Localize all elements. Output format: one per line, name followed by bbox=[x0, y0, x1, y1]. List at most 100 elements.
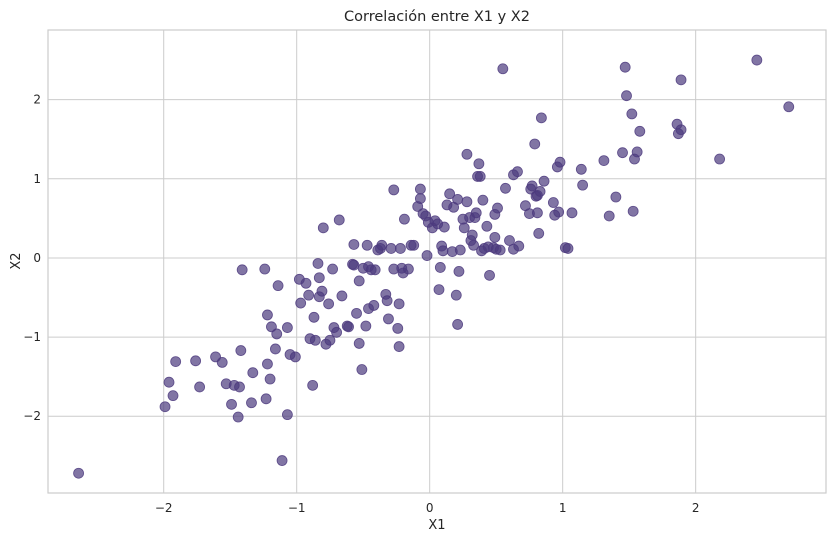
scatter-point bbox=[270, 343, 281, 355]
scatter-point bbox=[281, 322, 293, 333]
scatter-point bbox=[453, 265, 465, 277]
scatter-point bbox=[289, 351, 301, 363]
scatter-point bbox=[163, 376, 175, 388]
scatter-point bbox=[444, 188, 456, 200]
scatter-point bbox=[513, 240, 525, 252]
scatter-point bbox=[454, 244, 466, 256]
scatter-point bbox=[316, 285, 328, 297]
scatter-point bbox=[421, 250, 433, 261]
scatter-point bbox=[468, 239, 479, 251]
scatter-point bbox=[466, 229, 478, 241]
x-tick-label: −1 bbox=[288, 501, 306, 515]
scatter-point bbox=[603, 210, 615, 222]
scatter-point bbox=[547, 197, 559, 208]
scatter-point bbox=[73, 467, 84, 479]
scatter-point bbox=[360, 320, 372, 332]
scatter-point bbox=[598, 155, 610, 166]
x-tick-label: 2 bbox=[692, 501, 700, 515]
plot-frame bbox=[47, 29, 827, 494]
scatter-point bbox=[281, 409, 293, 421]
scatter-point bbox=[535, 112, 547, 124]
scatter-point bbox=[271, 328, 283, 340]
scatter-point bbox=[452, 319, 464, 330]
scatter-point bbox=[504, 235, 515, 246]
y-tick-label: 0 bbox=[33, 251, 41, 265]
scatter-point bbox=[262, 358, 273, 370]
scatter-point bbox=[751, 54, 763, 66]
scatter-point bbox=[190, 355, 202, 367]
scatter-point bbox=[383, 313, 394, 325]
scatter-point bbox=[414, 193, 426, 204]
scatter-point bbox=[617, 147, 628, 159]
scatter-point bbox=[159, 401, 171, 413]
scatter-point bbox=[566, 207, 578, 219]
scatter-point bbox=[395, 243, 406, 254]
y-axis-label: X2 bbox=[9, 252, 24, 269]
scatter-point bbox=[474, 171, 486, 182]
scatter-point bbox=[393, 298, 405, 310]
scatter-point bbox=[351, 307, 362, 319]
scatter-point bbox=[260, 393, 272, 405]
scatter-point bbox=[307, 379, 319, 391]
scatter-point bbox=[234, 381, 245, 393]
scatter-point bbox=[554, 156, 566, 168]
scatter-point bbox=[194, 381, 206, 393]
chart-title: Correlación entre X1 y X2 bbox=[344, 9, 530, 25]
scatter-point bbox=[356, 364, 368, 375]
scatter-point bbox=[353, 275, 365, 287]
scatter-point bbox=[408, 239, 420, 251]
scatter-point bbox=[438, 221, 450, 233]
scatter-point bbox=[634, 125, 646, 137]
scatter-point bbox=[368, 300, 380, 311]
scatter-point bbox=[264, 373, 276, 385]
scatter-point bbox=[477, 194, 489, 206]
scatter-point bbox=[216, 357, 228, 368]
scatter-point bbox=[494, 244, 506, 256]
y-tick-label: −1 bbox=[23, 330, 41, 344]
scatter-point bbox=[247, 367, 259, 379]
scatter-points bbox=[73, 54, 795, 479]
scatter-point bbox=[473, 158, 485, 170]
scatter-point bbox=[323, 298, 335, 310]
scatter-point bbox=[226, 398, 237, 410]
scatter-point bbox=[577, 179, 589, 191]
scatter-point bbox=[272, 280, 284, 292]
scatter-point bbox=[259, 263, 271, 275]
scatter-point bbox=[433, 284, 445, 295]
scatter-point bbox=[276, 455, 288, 466]
scatter-point bbox=[403, 263, 414, 275]
scatter-point bbox=[353, 338, 365, 349]
scatter-point bbox=[361, 239, 373, 251]
scatter-point bbox=[333, 214, 345, 226]
x-axis-label: X1 bbox=[428, 518, 445, 533]
scatter-point bbox=[246, 397, 257, 409]
scatter-point bbox=[452, 193, 464, 205]
scatter-point bbox=[343, 321, 354, 333]
scatter-point bbox=[500, 182, 511, 194]
scatter-point bbox=[714, 153, 726, 165]
scatter-point bbox=[266, 321, 277, 333]
scatter-point bbox=[675, 74, 687, 86]
scatter-point bbox=[399, 213, 410, 225]
scatter-point bbox=[461, 196, 473, 208]
scatter-point bbox=[385, 243, 397, 254]
scatter-point bbox=[324, 334, 336, 346]
x-tick-label: 1 bbox=[559, 501, 567, 515]
y-tick-label: 1 bbox=[33, 172, 41, 186]
scatter-point bbox=[481, 220, 493, 232]
scatter-point bbox=[336, 290, 348, 302]
x-tick-label: −2 bbox=[155, 501, 173, 515]
scatter-point bbox=[295, 297, 307, 309]
scatter-point bbox=[497, 63, 509, 75]
scatter-point bbox=[533, 228, 545, 239]
scatter-point bbox=[610, 191, 622, 203]
scatter-point bbox=[526, 180, 538, 192]
scatter-point bbox=[627, 205, 639, 217]
scatter-point bbox=[553, 206, 565, 218]
scatter-point bbox=[167, 390, 179, 402]
scatter-point bbox=[392, 322, 404, 334]
scatter-point bbox=[470, 207, 482, 219]
scatter-point bbox=[235, 345, 247, 356]
scatter-point bbox=[461, 148, 473, 160]
scatter-point bbox=[308, 311, 320, 323]
